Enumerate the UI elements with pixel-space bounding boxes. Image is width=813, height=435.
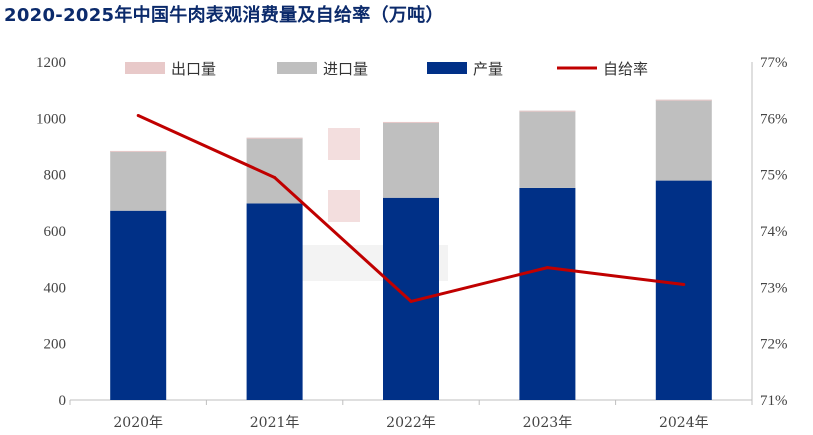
- bar-export: [383, 121, 439, 123]
- y-right-tick-label: 71%: [760, 393, 788, 409]
- bar-export: [246, 137, 303, 139]
- legend-label: 出口量: [171, 60, 216, 78]
- chart-title: 2020-2025年中国牛肉表观消费量及自给率（万吨）: [4, 5, 444, 26]
- legend: 出口量 进口量 产量 自给率: [125, 60, 648, 78]
- y-right-tick-label: 72%: [760, 337, 788, 353]
- y-right-tick-label: 76%: [760, 111, 788, 127]
- x-tick-label: 2022年: [386, 415, 436, 431]
- line-point: [136, 114, 140, 118]
- legend-swatch: [427, 62, 467, 74]
- line-point: [409, 299, 413, 303]
- y-left-tick-label: 800: [44, 168, 67, 184]
- watermark-block: [328, 190, 360, 222]
- bar-import: [655, 99, 712, 181]
- bar-production: [655, 180, 712, 400]
- y-left-tick-label: 0: [59, 393, 67, 409]
- y-right-tick-label: 77%: [760, 55, 788, 71]
- y-right-tick-label: 75%: [760, 168, 788, 184]
- line-point: [682, 283, 686, 287]
- legend-label: 产量: [473, 60, 503, 78]
- y-left-tick-label: 400: [44, 280, 67, 296]
- legend-swatch: [277, 62, 317, 74]
- bar-export: [519, 110, 576, 112]
- y-left-tick-label: 200: [44, 337, 67, 353]
- watermark-block: [328, 128, 360, 160]
- legend-swatch: [125, 62, 165, 74]
- y-left-tick-label: 1000: [36, 111, 66, 127]
- legend-label: 自给率: [603, 60, 648, 78]
- y-left-tick-label: 600: [44, 224, 67, 240]
- bar-import: [110, 151, 167, 211]
- legend-label: 进口量: [323, 60, 368, 78]
- y-left-tick-label: 1200: [36, 55, 66, 71]
- bar-export: [655, 99, 712, 101]
- y-right-tick-label: 74%: [760, 224, 788, 240]
- bar-production: [110, 210, 167, 400]
- bar-import: [383, 121, 439, 198]
- y-right-tick-label: 73%: [760, 280, 788, 296]
- x-tick-label: 2023年: [523, 415, 573, 431]
- bar-production: [519, 187, 576, 400]
- line-point: [273, 175, 277, 179]
- bar-production: [383, 197, 439, 400]
- x-tick-label: 2021年: [250, 415, 300, 431]
- bar-import: [519, 110, 576, 188]
- x-tick-label: 2020年: [113, 415, 163, 431]
- bar-group: [110, 99, 712, 400]
- bar-export: [110, 150, 167, 152]
- bar-production: [246, 203, 303, 400]
- line-group: [136, 114, 686, 303]
- x-tick-label: 2024年: [659, 415, 709, 431]
- line-point: [545, 266, 549, 270]
